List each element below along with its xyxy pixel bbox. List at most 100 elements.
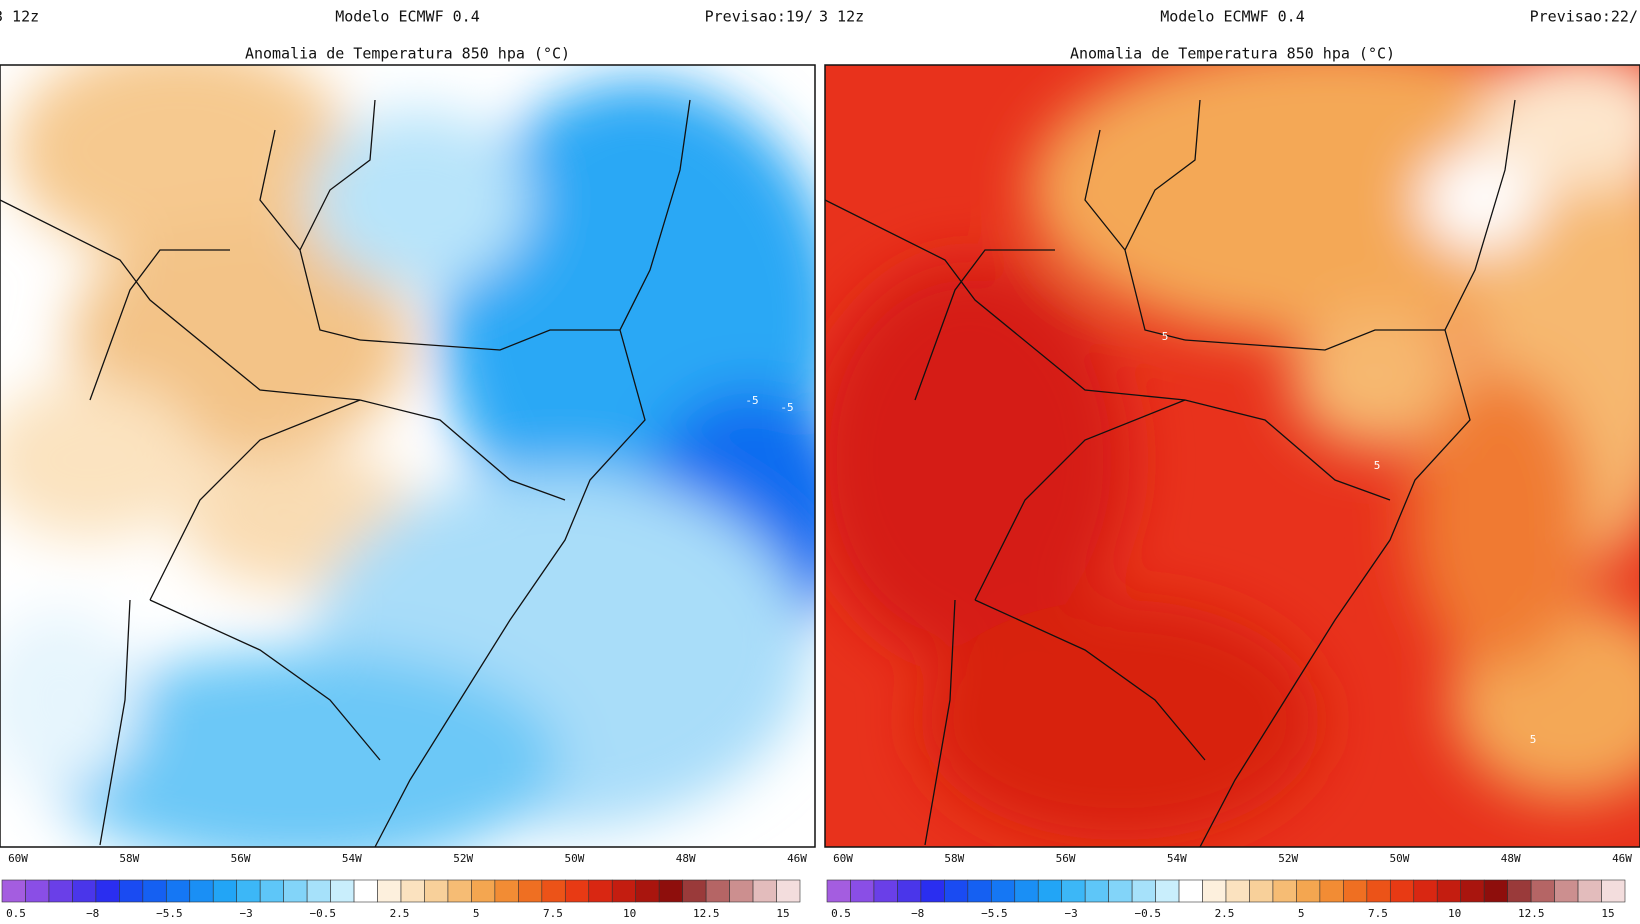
colorbar-swatch [1483, 879, 1508, 903]
longitude-label: 54W [1167, 852, 1187, 865]
colorbar-label: 12.5 [1518, 907, 1545, 920]
colorbar-swatch [588, 879, 613, 903]
frame-right [824, 64, 1640, 848]
colorbar-swatch [494, 879, 519, 903]
colorbar-swatch [424, 879, 449, 903]
colorbar-swatch [1014, 879, 1039, 903]
longitude-label: 48W [676, 852, 696, 865]
colorbar-swatch [1577, 879, 1602, 903]
colorbar-swatch [1084, 879, 1109, 903]
colorbar-swatch [306, 879, 331, 903]
forecast-label: Previsao:22/ [1530, 8, 1638, 26]
colorbar-swatch [1319, 879, 1344, 903]
map-title: Anomalia de Temperatura 850 hpa (°C) [245, 45, 570, 63]
longitude-label: 60W [833, 852, 853, 865]
colorbar-swatch [752, 879, 777, 903]
colorbar-label: 15 [1601, 907, 1614, 920]
colorbar-swatch [705, 879, 730, 903]
colorbar-swatch [48, 879, 73, 903]
colorbar-label: −0.5 [1135, 907, 1162, 920]
colorbar-label: 2.5 [1215, 907, 1235, 920]
contour-label: -5 [745, 394, 758, 407]
colorbar-swatch [990, 879, 1016, 903]
longitude-label: 58W [119, 852, 139, 865]
colorbar-swatch [776, 879, 801, 903]
colorbar-swatch [1272, 879, 1297, 903]
colorbar-label: −3 [1064, 907, 1077, 920]
colorbar-swatch [72, 879, 97, 903]
colorbar-label: 12.5 [693, 907, 720, 920]
contour-label: 5 [1162, 330, 1169, 343]
longitude-label: 52W [1278, 852, 1298, 865]
colorbar-swatch [377, 879, 402, 903]
colorbar-label: 7.5 [1368, 907, 1388, 920]
colorbar-swatch [1530, 879, 1555, 903]
colorbar-label: −5.5 [981, 907, 1008, 920]
run-label: 3 12z [0, 8, 39, 26]
map-right [825, 65, 1640, 847]
longitude-label: 60W [8, 852, 28, 865]
colorbar-swatch [119, 879, 144, 903]
colorbar-swatch [212, 879, 238, 903]
colorbar-swatch [1131, 879, 1156, 903]
colorbar-swatch [1507, 879, 1532, 903]
contour-label: 5 [1530, 733, 1537, 746]
colorbar-swatch [1178, 879, 1203, 903]
colorbar-swatch [1413, 879, 1438, 903]
colorbar-label: −8 [86, 907, 99, 920]
colorbar-swatch [1, 879, 26, 903]
colorbar-label: 15 [776, 907, 789, 920]
colorbar-swatch [1601, 879, 1626, 903]
longitude-label: 50W [1389, 852, 1409, 865]
colorbar-swatch [518, 879, 543, 903]
model-label: Modelo ECMWF 0.4 [1160, 8, 1305, 26]
colorbar-swatch [682, 879, 707, 903]
colorbar-swatch [729, 879, 754, 903]
longitude-label: 48W [1501, 852, 1521, 865]
colorbar-swatch [658, 879, 683, 903]
colorbar-swatch [189, 879, 214, 903]
colorbar-swatch [330, 879, 355, 903]
map-title: Anomalia de Temperatura 850 hpa (°C) [1070, 45, 1395, 63]
colorbar-label: 2.5 [390, 907, 410, 920]
colorbar-swatch [826, 879, 851, 903]
colorbar-swatch [897, 879, 922, 903]
colorbar-swatch [236, 879, 261, 903]
colorbar-swatch [471, 879, 496, 903]
colorbar-swatch [1389, 879, 1415, 903]
colorbar-swatch [1155, 879, 1180, 903]
longitude-label: 54W [342, 852, 362, 865]
colorbar-swatch [1061, 879, 1086, 903]
colorbar-label: −0.5 [310, 907, 337, 920]
colorbar-swatch [967, 879, 992, 903]
frame-left [0, 64, 816, 848]
colorbar-label: −8 [911, 907, 924, 920]
colorbar-swatch [1202, 879, 1227, 903]
colorbar-swatch [611, 879, 637, 903]
colorbar-swatch [259, 879, 284, 903]
colorbar-swatch [447, 879, 472, 903]
colorbar-swatch [541, 879, 566, 903]
colorbar-swatch [1296, 879, 1321, 903]
colorbar-swatch [564, 879, 590, 903]
colorbar-swatch [1249, 879, 1274, 903]
model-label: Modelo ECMWF 0.4 [335, 8, 480, 26]
colorbar-label: −5.5 [156, 907, 183, 920]
colorbar-label: 10 [623, 907, 636, 920]
forecast-label: Previsao:19/ [705, 8, 813, 26]
colorbar-swatch [944, 879, 969, 903]
colorbar-label: 7.5 [543, 907, 563, 920]
longitude-label: 56W [231, 852, 251, 865]
longitude-label: 46W [787, 852, 807, 865]
colorbar-label: 5 [473, 907, 480, 920]
longitude-label: 56W [1056, 852, 1076, 865]
contour-label: -5 [780, 401, 793, 414]
colorbar-swatch [95, 879, 120, 903]
longitude-label: 52W [453, 852, 473, 865]
colorbar-swatch [873, 879, 898, 903]
colorbar-swatch [1460, 879, 1485, 903]
colorbar-swatch [142, 879, 167, 903]
colorbar-swatch [635, 879, 660, 903]
colorbar-label: 0.5 [6, 907, 26, 920]
